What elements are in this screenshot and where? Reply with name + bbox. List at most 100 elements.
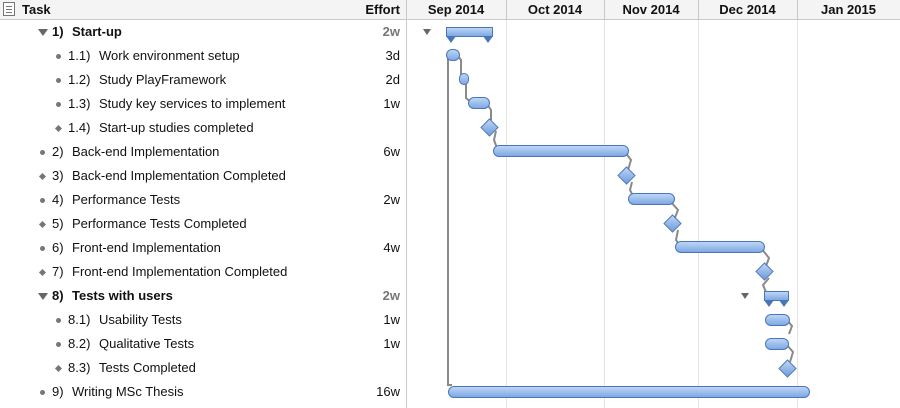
task-column-header[interactable]: Task [22,2,51,17]
summary-bar-end-left [446,36,456,43]
task-row-1-1[interactable]: 1.1) Work environment setup 3d [0,44,406,68]
task-number: 7) [52,264,64,279]
task-row-5[interactable]: 5) Performance Tests Completed [0,212,406,236]
task-name: Back-end Implementation [72,144,220,159]
bar-study-key-services[interactable] [468,97,490,109]
month-header-jan: Jan 2015 [821,2,876,17]
milestone-bullet-icon [38,172,47,181]
task-effort: 1w [383,96,400,111]
header-divider [797,0,798,20]
task-name: Study key services to implement [99,96,286,111]
task-bullet-icon [40,390,45,395]
task-bullet-icon [56,318,61,323]
task-number: 9) [52,384,64,399]
task-number: 4) [52,192,64,207]
month-gridline [604,20,605,408]
task-row-2[interactable]: 2) Back-end Implementation 6w [0,140,406,164]
month-header-dec: Dec 2014 [719,2,776,17]
task-effort: 6w [383,144,400,159]
outline-view-icon[interactable] [3,2,15,16]
task-row-7[interactable]: 7) Front-end Implementation Completed [0,260,406,284]
header-divider [604,0,605,20]
task-bullet-icon [56,102,61,107]
task-row-1-4[interactable]: 1.4) Start-up studies completed [0,116,406,140]
milestone-performance-tests-completed[interactable] [663,214,682,233]
bar-back-end-implementation[interactable] [493,145,629,157]
milestone-bullet-icon [38,220,47,229]
task-row-4[interactable]: 4) Performance Tests 2w [0,188,406,212]
collapse-arrow-icon[interactable] [423,29,431,35]
task-name: Study PlayFramework [99,72,227,87]
month-gridline [506,20,507,408]
task-name: Start-up [72,24,122,39]
task-number: 1.2) [68,72,91,87]
task-name: Tests with users [72,288,173,303]
bar-qualitative-tests[interactable] [765,338,789,350]
task-effort: 2w [382,288,400,303]
disclosure-triangle-icon[interactable] [38,293,48,300]
bar-writing-msc-thesis[interactable] [448,386,810,398]
task-name: Performance Tests [72,192,181,207]
task-row-1-3[interactable]: 1.3) Study key services to implement 1w [0,92,406,116]
header-divider [506,0,507,20]
summary-bar-start-up[interactable] [446,27,493,37]
task-effort: 2d [385,72,400,87]
effort-column-header[interactable]: Effort [365,2,400,17]
milestone-bullet-icon [54,124,63,133]
milestone-bullet-icon [38,268,47,277]
task-effort: 4w [383,240,400,255]
summary-bar-end-right [779,300,789,307]
task-bullet-icon [56,54,61,59]
task-bullet-icon [40,246,45,251]
summary-bar-end-left [764,300,774,307]
milestone-start-up-completed[interactable] [480,118,499,137]
collapse-arrow-icon[interactable] [741,293,749,299]
task-number: 1.4) [68,120,91,135]
task-number: 1.1) [68,48,91,63]
task-name: Writing MSc Thesis [72,384,184,399]
task-effort: 2w [383,192,400,207]
disclosure-triangle-icon[interactable] [38,29,48,36]
task-effort: 2w [382,24,400,39]
month-header-nov: Nov 2014 [622,2,680,17]
task-number: 1) [52,24,64,39]
task-name: Back-end Implementation Completed [72,168,286,183]
milestone-tests-completed[interactable] [778,359,797,378]
task-row-3[interactable]: 3) Back-end Implementation Completed [0,164,406,188]
task-effort: 3d [385,48,400,63]
milestone-back-end-completed[interactable] [617,166,636,185]
task-row-1[interactable]: 1) Start-up 2w [0,20,406,44]
month-gridline [698,20,699,408]
task-number: 5) [52,216,64,231]
summary-bar-tests-with-users[interactable] [764,291,789,301]
column-header: Task Effort Sep 2014 Oct 2014 Nov 2014 D… [0,0,900,20]
bar-study-playframework[interactable] [459,73,469,85]
bar-usability-tests[interactable] [765,314,790,326]
task-number: 8.2) [68,336,91,351]
task-effort: 1w [383,312,400,327]
task-row-8[interactable]: 8) Tests with users 2w [0,284,406,308]
task-effort: 16w [376,384,400,399]
bar-performance-tests[interactable] [628,193,675,205]
bar-front-end-implementation[interactable] [675,241,765,253]
task-name: Front-end Implementation Completed [72,264,288,279]
task-number: 8.3) [68,360,91,375]
task-name: Tests Completed [99,360,196,375]
milestone-front-end-completed[interactable] [755,262,774,281]
task-row-9[interactable]: 9) Writing MSc Thesis 16w [0,380,406,404]
task-row-8-1[interactable]: 8.1) Usability Tests 1w [0,308,406,332]
task-number: 6) [52,240,64,255]
task-number: 8.1) [68,312,91,327]
task-row-1-2[interactable]: 1.2) Study PlayFramework 2d [0,68,406,92]
bar-work-environment-setup[interactable] [446,49,460,61]
task-row-8-2[interactable]: 8.2) Qualitative Tests 1w [0,332,406,356]
task-row-6[interactable]: 6) Front-end Implementation 4w [0,236,406,260]
task-number: 1.3) [68,96,91,111]
month-header-oct: Oct 2014 [527,2,583,17]
task-row-8-3[interactable]: 8.3) Tests Completed [0,356,406,380]
header-divider [698,0,699,20]
pane-divider[interactable] [406,0,407,408]
task-effort: 1w [383,336,400,351]
task-number: 2) [52,144,64,159]
